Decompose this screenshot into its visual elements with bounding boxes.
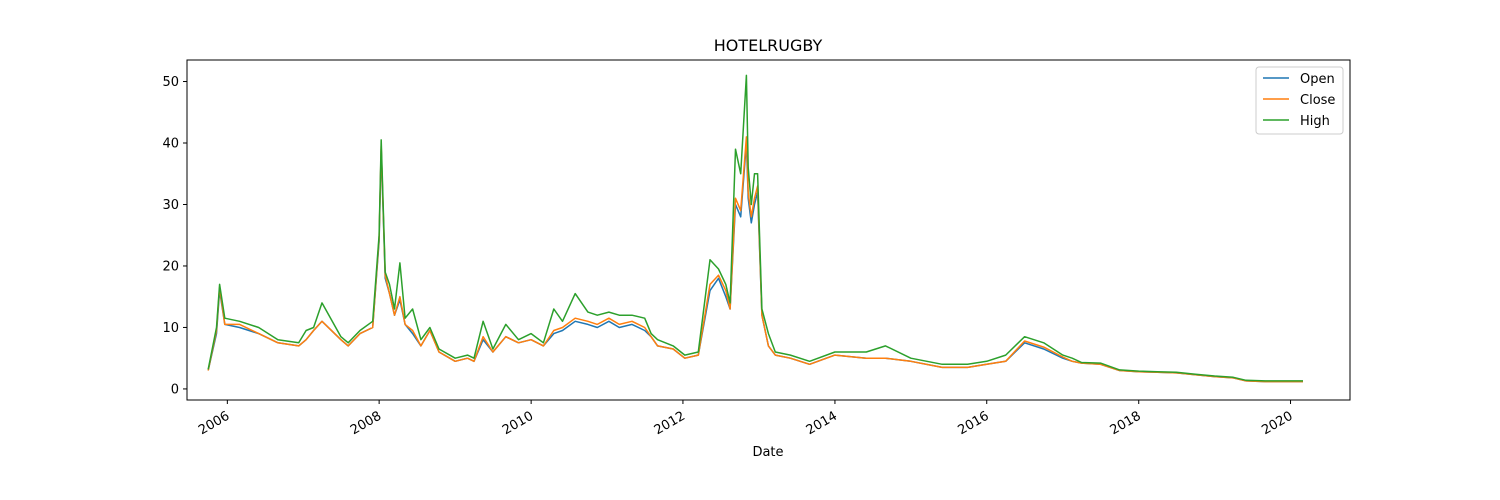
legend-label-close: Close	[1300, 93, 1335, 108]
y-tick-label-0: 0	[171, 382, 179, 397]
y-tick-label-50: 50	[162, 75, 179, 90]
x-tick-label-2008: 2008	[348, 409, 384, 439]
series-line-open	[207, 142, 1303, 383]
series-lines	[207, 74, 1303, 383]
x-tick-label-2020: 2020	[1259, 409, 1295, 439]
series-line-high	[207, 74, 1303, 382]
y-tick-label-40: 40	[162, 137, 179, 152]
x-tick-label-2016: 2016	[956, 409, 992, 439]
x-tick-label-2006: 2006	[196, 409, 232, 439]
x-tick-label-2018: 2018	[1108, 409, 1144, 439]
y-tick-label-10: 10	[162, 321, 179, 336]
legend-label-high: High	[1300, 114, 1330, 129]
plot-frame	[186, 59, 1351, 401]
x-tick-label-2014: 2014	[804, 409, 840, 439]
y-tick-label-20: 20	[162, 259, 179, 274]
y-tick-label-30: 30	[162, 198, 179, 213]
legend-label-open: Open	[1300, 72, 1335, 87]
x-axis-label: Date	[752, 445, 783, 460]
legend: Open Close High	[1255, 66, 1344, 135]
y-axis: 0 10 20 30 40 50	[162, 75, 187, 397]
x-tick-label-2012: 2012	[652, 409, 688, 439]
chart-title: HOTELRUGBY	[714, 36, 823, 55]
x-tick-label-2010: 2010	[500, 409, 536, 439]
legend-box	[1255, 66, 1344, 135]
x-axis: 2006 2008 2010 2012 2014 2016 2018 2020	[196, 400, 1296, 439]
